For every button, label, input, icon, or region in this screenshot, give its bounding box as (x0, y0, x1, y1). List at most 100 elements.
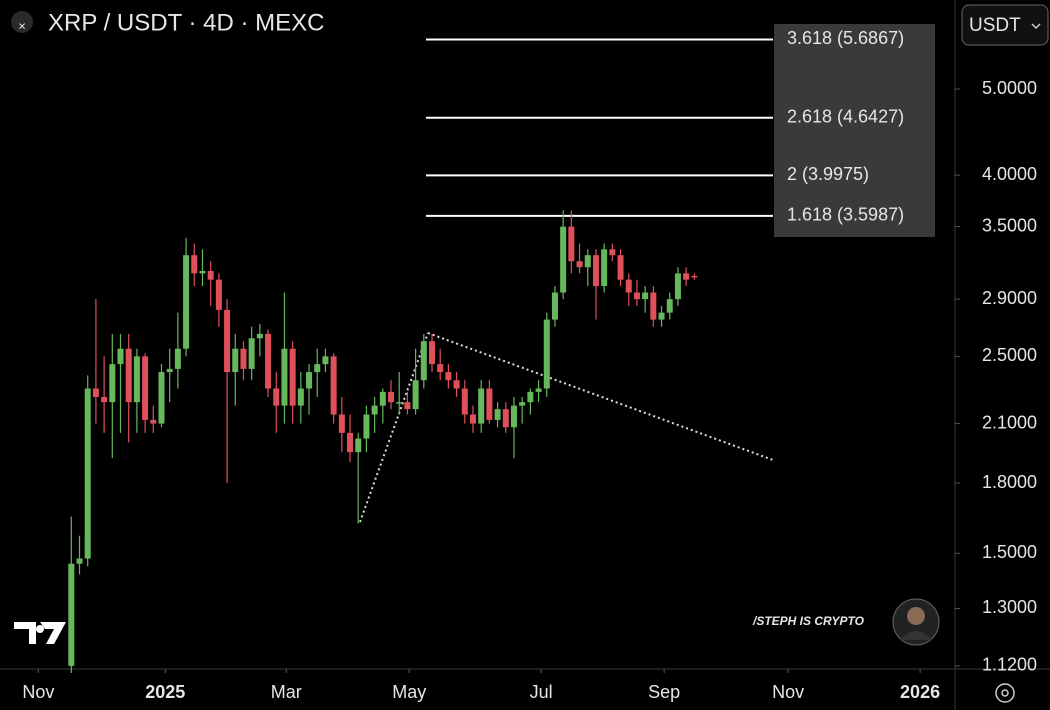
candle-body (92, 388, 99, 397)
candle-body (117, 348, 124, 365)
candle-body (248, 338, 255, 369)
settings-button[interactable] (995, 683, 1015, 703)
candle-body (347, 432, 354, 453)
candle-body (158, 372, 165, 424)
candle-body (355, 438, 362, 453)
candle-body (412, 380, 419, 410)
candle-body (642, 292, 649, 300)
candle-body (330, 356, 337, 415)
candle-body (683, 273, 690, 280)
candle-body (379, 391, 386, 406)
candle-body (494, 409, 501, 420)
currency-selector[interactable] (961, 4, 1049, 46)
candle-body (502, 409, 509, 428)
candle-body (191, 255, 198, 274)
candle-body (240, 348, 247, 369)
plot (68, 38, 773, 673)
x-tick-label: Mar (271, 682, 302, 702)
candle-body (322, 356, 329, 365)
fib-level-label: 3.618 (5.6867) (787, 28, 904, 48)
y-tick-label: 2.9000 (982, 288, 1037, 308)
x-tick-label: Jul (530, 682, 553, 702)
candle-body (592, 255, 599, 287)
candle-body (101, 396, 108, 403)
candle-body (609, 249, 616, 256)
tv-logo-dot (36, 625, 44, 633)
candle-body (453, 380, 460, 389)
y-tick-label: 3.5000 (982, 215, 1037, 235)
trend-line (359, 332, 429, 523)
candle-body (207, 270, 214, 280)
candle-body (478, 388, 485, 424)
fib-level-label: 2.618 (4.6427) (787, 106, 904, 126)
close-button[interactable] (11, 11, 33, 33)
candle-body (371, 405, 378, 415)
candle-body (584, 255, 591, 268)
chart-title: XRP / USDT · 4D · MEXC (48, 9, 325, 36)
candle-body (429, 341, 436, 365)
avatar-body (900, 631, 932, 640)
candle-body (445, 372, 452, 381)
candle-body (560, 226, 567, 293)
avatar-face (907, 607, 925, 625)
y-tick-label: 4.0000 (982, 164, 1037, 184)
candle-body (486, 388, 493, 420)
candle-body (691, 275, 698, 278)
candle-body (535, 388, 542, 392)
x-tick-label: May (392, 682, 426, 702)
tv-logo (14, 622, 66, 644)
candle-body (601, 249, 608, 287)
candle-body (289, 348, 296, 406)
candle-body (125, 348, 132, 403)
candle-body (109, 364, 116, 403)
watermark: /STEPH IS CRYPTO (752, 614, 865, 628)
candle-body (404, 402, 411, 410)
x-tick-label: Sep (648, 682, 680, 702)
candle-body (84, 388, 91, 559)
candle-body (469, 414, 476, 424)
candle-body (281, 348, 288, 406)
x-tick-label: Nov (22, 682, 54, 702)
dropdown-arrow (1031, 23, 1041, 30)
candle-body (363, 414, 370, 439)
y-tick-label: 5.0000 (982, 78, 1037, 98)
fib-level-label: 1.618 (3.5987) (787, 205, 904, 225)
close-icon: × (18, 18, 26, 33)
y-tick-label: 1.1200 (982, 655, 1037, 675)
candle-body (133, 356, 140, 403)
candle-body (199, 270, 206, 274)
x-tick-label: 2026 (900, 682, 940, 702)
candle-body (396, 402, 403, 404)
candle-body (666, 299, 673, 313)
candle-body (674, 273, 681, 300)
fib-level-label: 2 (3.9975) (787, 164, 869, 184)
candle-body (297, 388, 304, 406)
candle-body (338, 414, 345, 433)
candle-body (437, 364, 444, 373)
candle-body (306, 372, 313, 389)
candle-body (625, 279, 632, 293)
candle-body (650, 292, 657, 320)
candle-body (265, 333, 272, 389)
candle-body (166, 368, 173, 373)
settings-icon (1001, 689, 1009, 697)
y-tick-label: 1.8000 (982, 472, 1037, 492)
y-tick-label: 1.5000 (982, 542, 1037, 562)
candle-body (420, 341, 427, 381)
candle-body (543, 319, 550, 389)
x-tick-label: 2025 (145, 682, 185, 702)
trend-line (427, 332, 774, 461)
candle-body (256, 333, 263, 339)
candle-body (617, 255, 624, 280)
candle-body (551, 292, 558, 320)
candle-body (215, 279, 222, 310)
candle-body (519, 402, 526, 406)
candle-body (568, 226, 575, 262)
y-tick-label: 2.5000 (982, 345, 1037, 365)
candle-body (183, 255, 190, 349)
candle-body (76, 558, 83, 564)
candle-body (576, 261, 583, 268)
y-tick-label: 1.3000 (982, 597, 1037, 617)
